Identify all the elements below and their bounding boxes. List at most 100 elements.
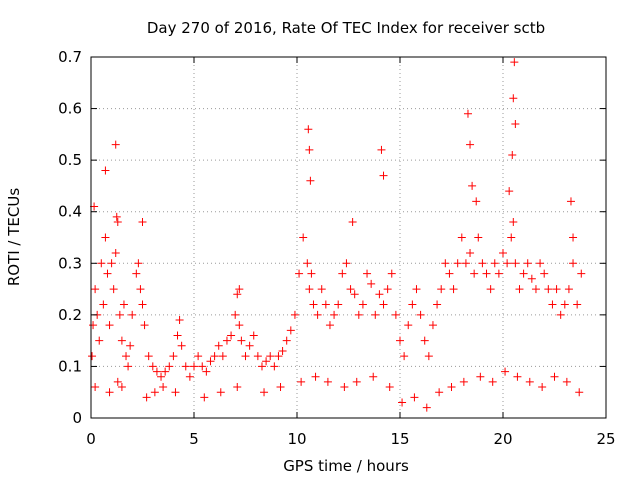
data-point [420, 336, 429, 345]
data-point [466, 140, 475, 149]
data-point [144, 352, 153, 361]
data-point [231, 310, 240, 319]
data-point [134, 259, 143, 268]
data-point [447, 383, 456, 392]
data-point [303, 259, 312, 268]
data-point [348, 218, 357, 227]
data-point [124, 362, 133, 371]
data-point [113, 377, 122, 386]
data-point [150, 388, 159, 397]
data-point [233, 290, 242, 299]
data-point [173, 331, 182, 340]
x-tick-label: 5 [189, 430, 199, 448]
data-point [379, 300, 388, 309]
data-point [233, 383, 242, 392]
y-tick-label: 0.2 [58, 306, 82, 324]
data-point [441, 259, 450, 268]
data-point [307, 269, 316, 278]
data-point [235, 321, 244, 330]
axis-ticks [90, 56, 607, 419]
data-point [569, 259, 578, 268]
data-point [424, 352, 433, 361]
data-point [490, 259, 499, 268]
data-point [290, 310, 299, 319]
data-point [309, 300, 318, 309]
data-point [494, 269, 503, 278]
data-point [449, 285, 458, 294]
x-axis-label: GPS time / hours [283, 457, 409, 475]
data-point [198, 362, 207, 371]
data-point [385, 383, 394, 392]
data-point [266, 352, 275, 361]
data-point [200, 393, 209, 402]
data-point [177, 341, 186, 350]
data-point [91, 383, 100, 392]
data-point [400, 352, 409, 361]
data-point [235, 285, 244, 294]
data-point [379, 171, 388, 180]
data-point [433, 300, 442, 309]
data-point [548, 300, 557, 309]
data-point [99, 300, 108, 309]
data-point [515, 285, 524, 294]
x-tick-label: 25 [596, 430, 615, 448]
data-point [274, 352, 283, 361]
data-point [138, 218, 147, 227]
data-point [321, 300, 330, 309]
data-point [126, 341, 135, 350]
data-point [214, 341, 223, 350]
data-point [544, 285, 553, 294]
data-point [552, 285, 561, 294]
data-point [457, 233, 466, 242]
data-point [566, 197, 575, 206]
data-point [157, 372, 166, 381]
data-point [511, 259, 520, 268]
data-point [556, 310, 565, 319]
data-point [282, 336, 291, 345]
data-point [468, 181, 477, 190]
data-point [249, 331, 258, 340]
data-point [488, 377, 497, 386]
data-point [286, 326, 295, 335]
data-point [317, 285, 326, 294]
data-point [88, 352, 97, 361]
data-point [136, 285, 145, 294]
data-point [297, 377, 306, 386]
data-point [519, 269, 528, 278]
data-point [95, 336, 104, 345]
data-point [408, 300, 417, 309]
data-point [538, 383, 547, 392]
tick-labels: 0 5 10 15 20 25 0 0.1 0.2 0.3 0.4 0.5 0.6 0.7 [58, 48, 615, 448]
data-point [508, 150, 517, 159]
data-point [338, 269, 347, 278]
data-point [437, 285, 446, 294]
data-point [369, 372, 378, 381]
data-point [396, 336, 404, 345]
y-tick-label: 0.3 [58, 254, 82, 272]
data-point [459, 377, 468, 386]
data-point [142, 393, 151, 402]
data-point [91, 285, 100, 294]
data-point [404, 321, 413, 330]
data-point [181, 362, 190, 371]
data-point [523, 259, 532, 268]
data-point [270, 362, 279, 371]
data-point [428, 321, 437, 330]
data-point [299, 233, 308, 242]
data-point [165, 362, 174, 371]
data-point [476, 372, 485, 381]
chart-title: Day 270 of 2016, Rate Of TEC Index for r… [147, 19, 545, 37]
data-point [398, 398, 407, 407]
data-point [111, 248, 120, 257]
data-point [206, 357, 215, 366]
data-point [257, 362, 266, 371]
data-point [560, 300, 569, 309]
data-point [410, 393, 419, 402]
data-point [478, 259, 487, 268]
data-point [171, 388, 180, 397]
data-point [391, 310, 400, 319]
data-point [112, 212, 121, 221]
data-point [377, 145, 386, 154]
data-point [445, 269, 454, 278]
